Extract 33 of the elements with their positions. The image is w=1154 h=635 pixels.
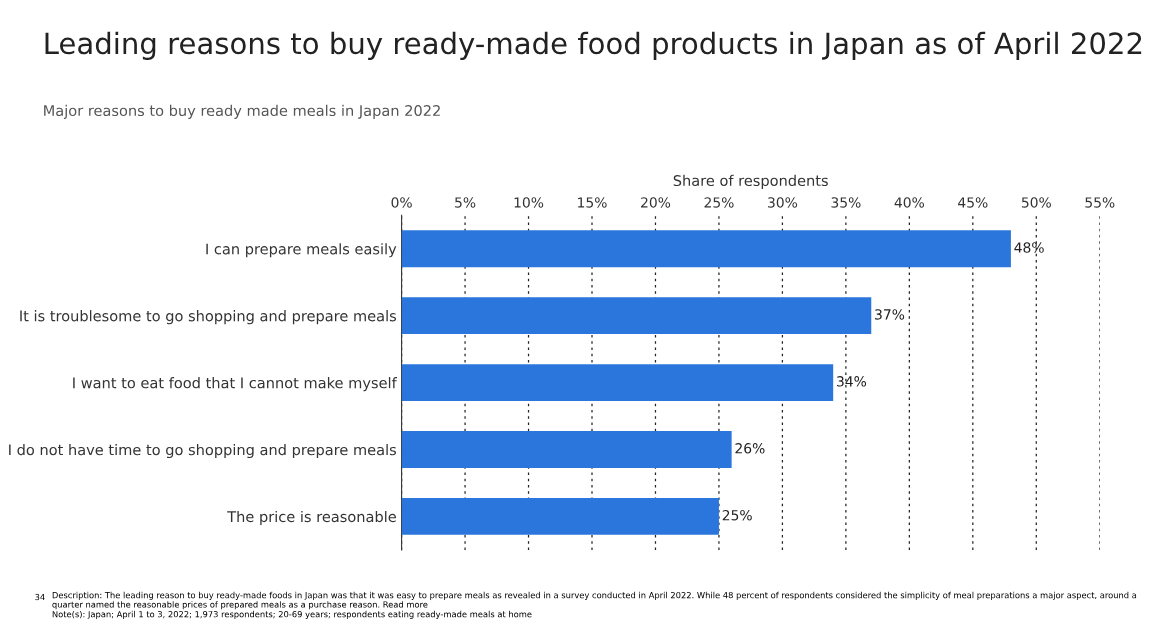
x-tick-label: 45% xyxy=(958,197,988,208)
bar xyxy=(401,297,872,335)
y-tick-label: It is troublesome to go shopping and prepare meals xyxy=(20,310,397,325)
text: Note(s): Japan; April 1 to 3, 2022; 1,973 respondents; 20-69 years; respondents eating ready-made meals at home xyxy=(52,610,532,619)
bar xyxy=(401,498,719,535)
bar xyxy=(401,230,1011,268)
x-tick-label: 30% xyxy=(768,197,798,208)
bar xyxy=(401,364,834,401)
text: 34 xyxy=(35,593,45,601)
text: Description: The leading reason to buy ready-made foods in Japan was that it was easy to prepare meals as revealed in a survey conducted in April 2022. While 48 percent of respondents considered the simplicity of meal preparations a major aspect, around a quarter named the reasonable prices of prepared meals as a purchase reason. Read more xyxy=(52,591,1137,610)
bar xyxy=(401,431,732,468)
x-tick-label: 0% xyxy=(391,197,412,208)
y-tick-label: I want to eat food that I cannot make myself xyxy=(73,377,398,392)
data-label: 34% xyxy=(837,376,867,387)
x-tick-label: 20% xyxy=(641,197,671,208)
x-tick-label: 15% xyxy=(578,197,607,208)
text: Major reasons to buy ready made meals in Japan 2022 xyxy=(44,104,440,119)
data-label: 37% xyxy=(875,309,905,320)
data-label: 25% xyxy=(722,509,752,521)
y-tick-label: I do not have time to go shopping and prepare meals xyxy=(9,443,397,459)
chart-title: Leading reasons to buy ready-made food products in Japan as of April 2022 xyxy=(45,31,1142,60)
x-tick-label: 50% xyxy=(1021,197,1051,208)
x-tick-label: 55% xyxy=(1085,197,1115,208)
x-tick-label: 10% xyxy=(514,197,544,208)
x-tick-label: 5% xyxy=(455,197,476,208)
x-tick-label: 25% xyxy=(704,197,734,208)
x-axis-title: Share of respondents xyxy=(673,174,828,189)
x-tick-label: 35% xyxy=(831,197,861,208)
data-label: 48% xyxy=(1014,242,1044,253)
y-tick-label: The price is reasonable xyxy=(227,510,396,526)
x-tick-label: 40% xyxy=(894,197,925,208)
data-label: 26% xyxy=(735,443,765,454)
y-tick-label: I can prepare meals easily xyxy=(206,243,397,258)
